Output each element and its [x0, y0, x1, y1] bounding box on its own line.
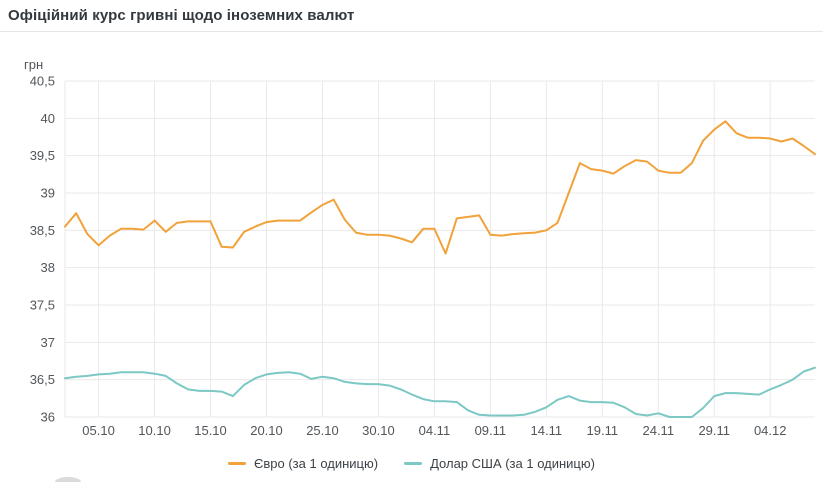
x-tick-label: 10.10: [138, 423, 171, 438]
legend-item-euro[interactable]: Євро (за 1 одиницю): [228, 456, 378, 471]
y-tick-label: 36: [41, 410, 55, 425]
legend-item-usd[interactable]: Долар США (за 1 одиницю): [404, 456, 595, 471]
x-tick-label: 15.10: [194, 423, 227, 438]
y-tick-label: 37: [41, 335, 55, 350]
euro-line-swatch: [228, 461, 247, 465]
y-tick-label: 37,5: [30, 298, 55, 313]
legend-label-euro: Євро (за 1 одиницю): [254, 455, 379, 471]
x-tick-label: 04.12: [754, 423, 787, 438]
x-tick-label: 14.11: [531, 423, 563, 438]
y-tick-label: 40,5: [30, 74, 55, 89]
y-axis-unit-label: грн: [24, 57, 43, 72]
x-tick-label: 04.11: [419, 423, 451, 438]
x-tick-label: 05.10: [82, 423, 115, 438]
x-tick-label: 30.10: [362, 423, 395, 438]
x-tick-label: 29.11: [698, 423, 730, 438]
euro-series-line: [64, 120, 816, 255]
usd-series-line: [64, 366, 816, 418]
x-tick-label: 09.11: [475, 423, 507, 438]
page-title: Офіційний курс гривні щодо іноземних вал…: [8, 7, 355, 24]
chart-legend: Євро (за 1 одиницю) Долар США (за 1 один…: [0, 453, 823, 473]
y-tick-label: 39,5: [30, 148, 55, 163]
y-tick-label: 36,5: [30, 372, 55, 387]
cut-off-page-element: [55, 477, 81, 482]
x-tick-label: 25.10: [306, 423, 339, 438]
y-tick-label: 38,5: [30, 223, 55, 238]
x-tick-label: 20.10: [250, 423, 283, 438]
x-tick-label: 24.11: [642, 423, 674, 438]
title-bar: Офіційний курс гривні щодо іноземних вал…: [0, 0, 823, 31]
y-tick-label: 39: [41, 186, 55, 201]
header-divider: [0, 31, 823, 32]
legend-label-usd: Долар США (за 1 одиницю): [430, 455, 595, 471]
y-tick-label: 40: [41, 111, 55, 126]
x-tick-label: 19.11: [587, 423, 619, 438]
y-tick-label: 38: [41, 260, 55, 275]
usd-line-swatch: [404, 461, 423, 465]
